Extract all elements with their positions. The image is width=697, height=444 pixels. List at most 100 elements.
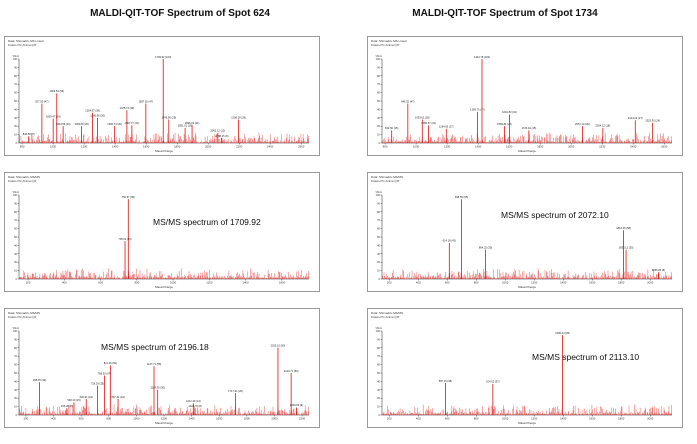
peak-label: 1717.91 (26) bbox=[228, 389, 243, 393]
x-tick-label: 1800 bbox=[618, 281, 625, 285]
peak-label: 698.59 (95) bbox=[455, 195, 468, 199]
x-tick-label: 2200 bbox=[299, 417, 306, 421]
y-tick-label: 70 bbox=[377, 218, 380, 222]
baseline-noise bbox=[19, 132, 309, 143]
x-tick-label: 2400 bbox=[267, 145, 274, 149]
peak-label: 1023.54 (59) bbox=[49, 89, 64, 93]
peak-label: 1412.30 (14) bbox=[186, 399, 201, 403]
y-axis-label: %Int. bbox=[376, 190, 383, 194]
x-tick-label: 1200 bbox=[81, 145, 88, 149]
x-tick-label: 1600 bbox=[589, 417, 596, 421]
y-tick-label: 90 bbox=[377, 201, 380, 205]
peak-label: 1833.12 (35) bbox=[619, 245, 634, 249]
x-tick-label: 1800 bbox=[618, 417, 625, 421]
x-tick-label: 1200 bbox=[444, 145, 451, 149]
peak-label: 636.91 (19) bbox=[80, 395, 93, 399]
msms-2113-chart: 0 10 20 30 40 50 60 70 80 90 100 200 400 600 800 1000 12… bbox=[376, 326, 672, 425]
x-tick-label: 1000 bbox=[50, 145, 57, 149]
peak-label: 867.41 (19) bbox=[111, 395, 124, 399]
x-axis-label: Mass/Charge bbox=[518, 149, 536, 153]
peak-label: 1080.57 (21) bbox=[421, 121, 436, 125]
peak-label: 1424.78 (100) bbox=[474, 55, 490, 59]
y-tick-label: 30 bbox=[377, 388, 380, 392]
peak-label: 587.19 (38) bbox=[439, 379, 452, 383]
y-tick-label: 90 bbox=[14, 65, 17, 69]
peak-label: 2413.24 (27) bbox=[628, 116, 643, 120]
y-tick-label: 30 bbox=[377, 116, 380, 120]
y-tick-label: 80 bbox=[377, 74, 380, 78]
x-tick-label: 200 bbox=[387, 417, 392, 421]
y-tick-label: 30 bbox=[14, 388, 17, 392]
peak-label: 2196.18 (28) bbox=[231, 115, 246, 119]
msms-2196-panel: 0 10 20 30 40 50 60 70 80 90 100 200 400 600 800 1000 12… bbox=[4, 308, 320, 428]
peak-label: 914.52 (37) bbox=[486, 380, 499, 384]
y-tick-label: 60 bbox=[377, 227, 380, 231]
peak-label: 1851.01 (18) bbox=[178, 124, 193, 128]
peak-label: 2204.12 (18) bbox=[595, 124, 610, 128]
msms-1709-chart: 0 10 20 30 40 50 60 70 80 90 100 200 400 600 800 1000 12… bbox=[13, 190, 309, 289]
peak-label: 864.22 (35) bbox=[479, 245, 492, 249]
x-tick-label: 1000 bbox=[502, 417, 509, 421]
y-tick-label: 90 bbox=[377, 65, 380, 69]
x-tick-label: 1800 bbox=[244, 417, 251, 421]
peak-label: 735.03 (45) bbox=[118, 237, 131, 241]
y-tick-label: 50 bbox=[14, 235, 17, 239]
y-tick-label: 40 bbox=[377, 107, 380, 111]
x-tick-label: 2000 bbox=[568, 145, 575, 149]
x-axis-label: Mass/Charge bbox=[155, 285, 173, 289]
y-tick-label: 80 bbox=[14, 74, 17, 78]
x-tick-label: 1200 bbox=[531, 417, 538, 421]
y-tick-label: 60 bbox=[377, 91, 380, 95]
y-tick-label: 10 bbox=[14, 269, 17, 273]
x-tick-label: 1400 bbox=[242, 281, 249, 285]
peak-label: 1424.70 (8) bbox=[188, 404, 201, 408]
y-tick-label: 10 bbox=[377, 405, 380, 409]
x-tick-label: 600 bbox=[445, 281, 450, 285]
x-axis-label: Mass/Charge bbox=[518, 421, 536, 425]
y-tick-label: 0 bbox=[379, 141, 381, 145]
y-tick-label: 50 bbox=[377, 235, 380, 239]
x-tick-label: 800 bbox=[134, 281, 139, 285]
peak-label: 946.52 (47) bbox=[401, 99, 414, 103]
x-tick-label: 1200 bbox=[531, 281, 538, 285]
left-column-title: MALDI-QIT-TOF Spectrum of Spot 624 bbox=[90, 8, 270, 19]
x-tick-label: 1400 bbox=[560, 281, 567, 285]
peak-label: 1816.16 (58) bbox=[616, 226, 631, 230]
y-tick-label: 60 bbox=[14, 227, 17, 231]
y-tick-label: 50 bbox=[377, 371, 380, 375]
x-tick-label: 800 bbox=[474, 281, 479, 285]
x-tick-label: 1000 bbox=[170, 281, 177, 285]
x-axis-label: Mass/Charge bbox=[518, 285, 536, 289]
y-tick-label: 0 bbox=[379, 277, 381, 281]
x-tick-label: 1600 bbox=[216, 417, 223, 421]
x-axis-label: Mass/Charge bbox=[155, 421, 173, 425]
msms-2196-title: MS/MS spectrum of 2196.18 bbox=[101, 342, 209, 352]
y-tick-label: 20 bbox=[14, 396, 17, 400]
msms-1709-title: MS/MS spectrum of 1709.92 bbox=[153, 217, 261, 227]
baseline-noise bbox=[382, 132, 672, 143]
y-tick-label: 70 bbox=[14, 218, 17, 222]
y-tick-label: 80 bbox=[377, 346, 380, 350]
x-tick-label: 200 bbox=[26, 281, 31, 285]
peak-label: 752.97 (95) bbox=[122, 195, 135, 199]
y-axis-label: %Int. bbox=[13, 190, 20, 194]
x-tick-label: 1200 bbox=[161, 417, 168, 421]
x-tick-label: 1000 bbox=[413, 145, 420, 149]
y-tick-label: 40 bbox=[14, 243, 17, 247]
peak-label: 2525.30 (24) bbox=[645, 119, 660, 123]
y-tick-label: 50 bbox=[14, 99, 17, 103]
peak-label: 548.10 (15) bbox=[67, 398, 80, 402]
x-tick-label: 2200 bbox=[599, 145, 606, 149]
x-tick-label: 2000 bbox=[205, 145, 212, 149]
x-tick-label: 1600 bbox=[279, 281, 286, 285]
baseline-noise bbox=[19, 404, 309, 415]
baseline-noise bbox=[382, 404, 672, 415]
x-tick-label: 400 bbox=[62, 281, 67, 285]
peak-label: 1254.67 (36) bbox=[85, 109, 100, 113]
x-tick-label: 800 bbox=[383, 145, 388, 149]
x-tick-label: 2200 bbox=[236, 145, 243, 149]
x-tick-label: 400 bbox=[416, 281, 421, 285]
peak-label: 1064.56 (20) bbox=[56, 122, 71, 126]
y-tick-label: 80 bbox=[14, 346, 17, 350]
x-tick-label: 1600 bbox=[506, 145, 513, 149]
